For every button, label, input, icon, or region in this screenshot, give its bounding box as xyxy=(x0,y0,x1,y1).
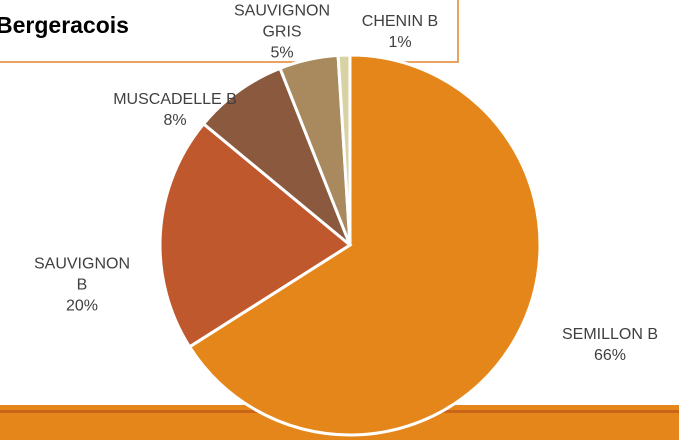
category-label: CHENIN B xyxy=(361,13,439,30)
category-label: SAUVIGNON B xyxy=(33,255,130,294)
pie-slice xyxy=(158,121,353,349)
slice-label: CHENIN B 1% xyxy=(350,11,450,53)
chart-title: Bergeracois xyxy=(0,12,129,38)
slice-label: SAUVIGNON B 20% xyxy=(27,254,137,317)
pie xyxy=(158,53,542,437)
value-label: 66% xyxy=(593,347,627,364)
slice-label: SAUVIGNON GRIS 5% xyxy=(232,1,332,64)
pie-slice xyxy=(201,66,352,247)
pie-slice xyxy=(187,53,542,437)
value-label: 1% xyxy=(388,34,412,51)
value-label: 20% xyxy=(65,297,99,315)
slice-label: SEMILLON B 66% xyxy=(540,324,679,366)
pie-slice xyxy=(336,53,352,246)
slice-label: MUSCADELLE B 8% xyxy=(105,89,245,131)
category-label: MUSCADELLE B xyxy=(113,91,237,108)
category-label: SEMILLON B xyxy=(561,326,659,343)
category-label: SAUVIGNON GRIS xyxy=(233,2,330,41)
value-label: 5% xyxy=(270,44,294,62)
value-label: 8% xyxy=(163,112,187,129)
title-box xyxy=(0,0,459,63)
